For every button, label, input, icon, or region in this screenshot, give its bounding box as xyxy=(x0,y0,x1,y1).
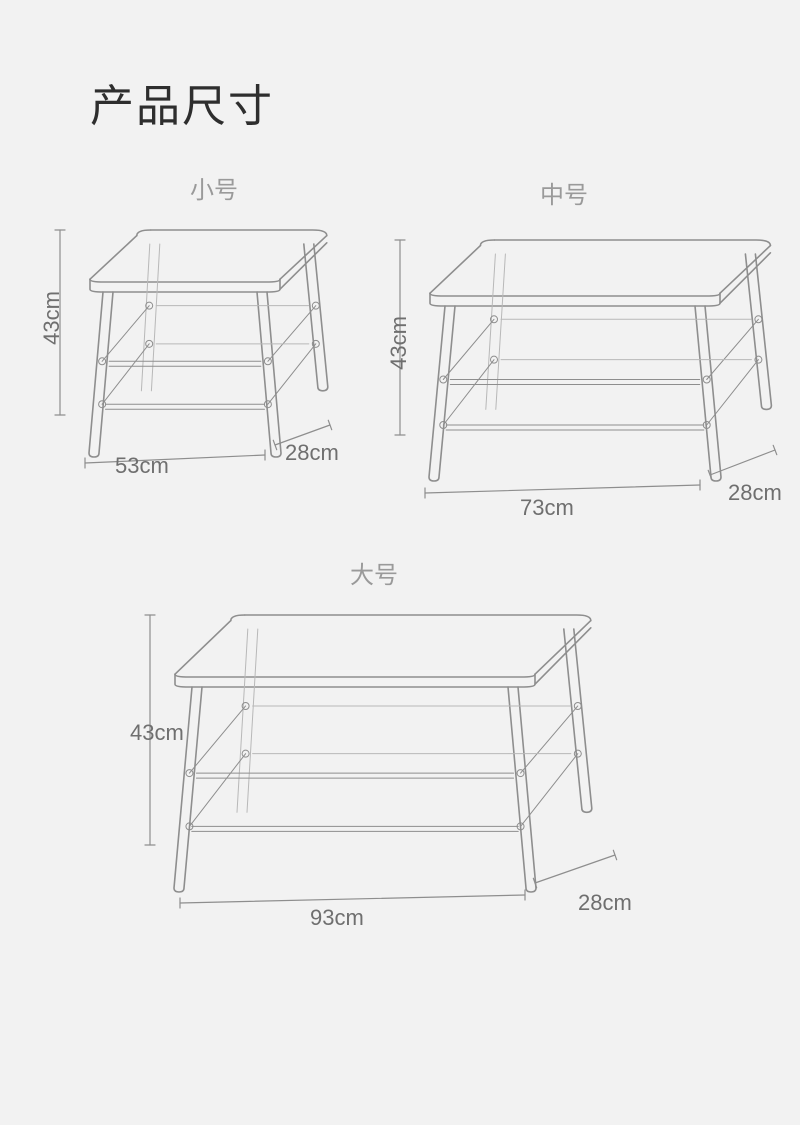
bench-medium-drawing xyxy=(395,240,777,498)
page-root: 产品尺寸 小号 43cm 53cm 28cm 中号 43cm 73cm 28cm… xyxy=(0,0,800,1125)
width-label-large: 93cm xyxy=(310,905,364,931)
page-title: 产品尺寸 xyxy=(90,70,274,134)
size-label-medium: 中号 xyxy=(540,175,588,210)
height-label-medium: 43cm xyxy=(386,316,412,370)
height-label-large: 43cm xyxy=(130,720,184,746)
depth-label-large: 28cm xyxy=(578,890,632,916)
width-label-medium: 73cm xyxy=(520,495,574,521)
bench-large-drawing xyxy=(145,615,617,908)
depth-label-small: 28cm xyxy=(285,440,339,466)
depth-label-medium: 28cm xyxy=(728,480,782,506)
height-label-small: 43cm xyxy=(39,291,65,345)
width-label-small: 53cm xyxy=(115,453,169,479)
bench-small-drawing xyxy=(55,230,332,468)
